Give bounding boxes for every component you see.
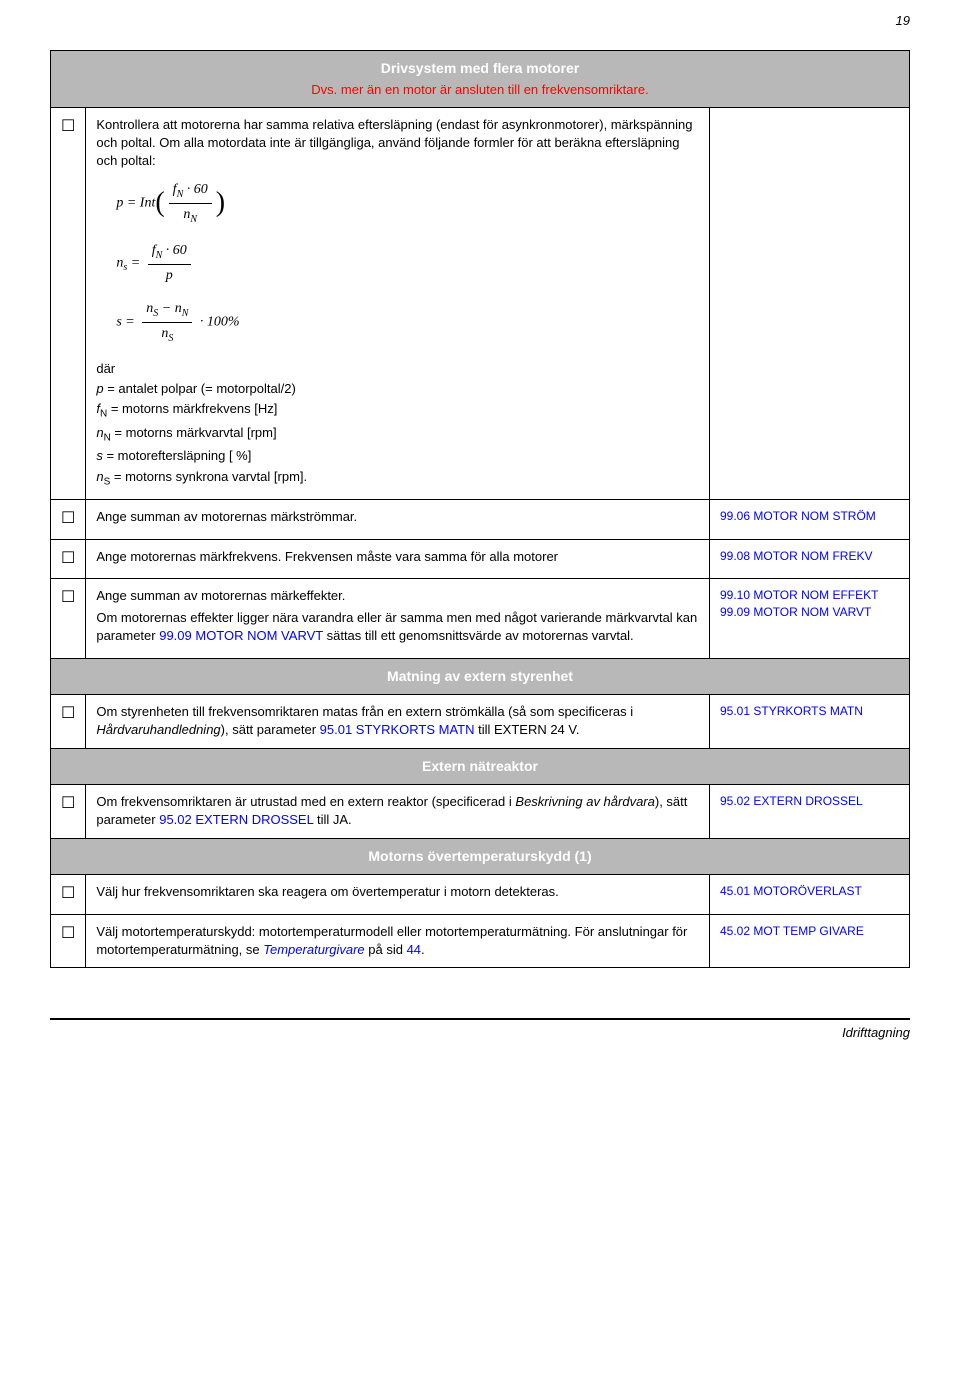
cell-ref: 45.01 MOTORÖVERLAST — [710, 875, 910, 914]
section-title: Matning av extern styrenhet — [61, 667, 899, 687]
cell-content: Ange summan av motorernas märkströmmar. — [86, 500, 710, 539]
section-header-overtemp: Motorns övertemperaturskydd (1) — [51, 838, 910, 875]
cell-ref: 99.10 MOTOR NOM EFFEKT 99.09 MOTOR NOM V… — [710, 579, 910, 659]
formula-s: s = nS − nNnS · 100% — [116, 299, 699, 346]
text: till EXTERN 24 V. — [474, 722, 579, 737]
table-row: ☐ Välj hur frekvensomriktaren ska reager… — [51, 875, 910, 914]
section-title: Drivsystem med flera motorer — [61, 59, 899, 79]
checkbox: ☐ — [51, 500, 86, 539]
table-row: ☐ Välj motortemperaturskydd: motortemper… — [51, 914, 910, 967]
checkbox: ☐ — [51, 875, 86, 914]
def-p: p = antalet polpar (= motorpoltal/2) — [96, 380, 699, 398]
text: sättas till ett genomsnittsvärde av moto… — [323, 628, 634, 643]
cell-content: Om frekvensomriktaren är utrustad med en… — [86, 785, 710, 838]
definitions: där p = antalet polpar (= motorpoltal/2)… — [96, 360, 699, 489]
italic-text: Hårdvaruhandledning — [96, 722, 220, 737]
page-number: 19 — [896, 12, 910, 30]
param-link[interactable]: 99.09 MOTOR NOM VARVT — [159, 628, 323, 643]
cell-ref — [710, 107, 910, 499]
param-link[interactable]: 99.08 MOTOR NOM FREKV — [720, 549, 872, 563]
cell-ref: 95.02 EXTERN DROSSEL — [710, 785, 910, 838]
cell-content: Välj hur frekvensomriktaren ska reagera … — [86, 875, 710, 914]
section-title: Extern nätreaktor — [61, 757, 899, 777]
def-s: s = motoreftersläpning [ %] — [96, 447, 699, 465]
table-row: ☐ Kontrollera att motorerna har samma re… — [51, 107, 910, 499]
param-link[interactable]: 99.09 MOTOR NOM VARVT — [720, 605, 871, 619]
checkbox: ☐ — [51, 785, 86, 838]
cell-ref: 99.06 MOTOR NOM STRÖM — [710, 500, 910, 539]
para: Om motorernas effekter ligger nära varan… — [96, 609, 699, 645]
formula-p: p = Int(fN · 60nN) — [116, 180, 699, 227]
param-link[interactable]: 45.02 MOT TEMP GIVARE — [720, 924, 864, 938]
table-row: ☐ Om styrenheten till frekvensomriktaren… — [51, 695, 910, 748]
content-table: Drivsystem med flera motorer Dvs. mer än… — [50, 50, 910, 968]
section-header-matning: Matning av extern styrenhet — [51, 658, 910, 695]
cell-ref: 45.02 MOT TEMP GIVARE — [710, 914, 910, 967]
footer: Idrifttagning — [50, 1018, 910, 1042]
link[interactable]: Temperaturgivare — [263, 942, 364, 957]
param-link[interactable]: 95.02 EXTERN DROSSEL — [159, 812, 313, 827]
table-row: ☐ Om frekvensomriktaren är utrustad med … — [51, 785, 910, 838]
param-link[interactable]: 99.10 MOTOR NOM EFFEKT — [720, 588, 878, 602]
param-link[interactable]: 95.01 STYRKORTS MATN — [320, 722, 475, 737]
table-row: ☐ Ange motorernas märkfrekvens. Frekvens… — [51, 539, 910, 578]
cell-content: Om styrenheten till frekvensomriktaren m… — [86, 695, 710, 748]
param-link[interactable]: 95.01 STYRKORTS MATN — [720, 704, 863, 718]
def-nn: nN = motorns märkvarvtal [rpm] — [96, 424, 699, 446]
checkbox: ☐ — [51, 579, 86, 659]
para: Ange summan av motorernas märkeffekter. — [96, 587, 699, 605]
text: Om styrenheten till frekvensomriktaren m… — [96, 704, 633, 719]
checkbox: ☐ — [51, 107, 86, 499]
def-ns: nS = motorns synkrona varvtal [rpm]. — [96, 468, 699, 490]
checkbox: ☐ — [51, 914, 86, 967]
section-subtitle: Dvs. mer än en motor är ansluten till en… — [61, 81, 899, 99]
table-row: ☐ Ange summan av motorernas märkeffekter… — [51, 579, 910, 659]
cell-content: Kontrollera att motorerna har samma rela… — [86, 107, 710, 499]
formula-ns: ns = fN · 60p — [116, 241, 699, 285]
page-link[interactable]: 44 — [407, 942, 421, 957]
def-dar: där — [96, 360, 699, 378]
intro-text: Kontrollera att motorerna har samma rela… — [96, 116, 699, 171]
checkbox: ☐ — [51, 695, 86, 748]
section-header-drivsystem: Drivsystem med flera motorer Dvs. mer än… — [51, 51, 910, 108]
text: Om frekvensomriktaren är utrustad med en… — [96, 794, 515, 809]
cell-content: Ange summan av motorernas märkeffekter. … — [86, 579, 710, 659]
cell-content: Ange motorernas märkfrekvens. Frekvensen… — [86, 539, 710, 578]
def-fn: fN = motorns märkfrekvens [Hz] — [96, 400, 699, 422]
param-link[interactable]: 99.06 MOTOR NOM STRÖM — [720, 509, 876, 523]
cell-content: Välj motortemperaturskydd: motortemperat… — [86, 914, 710, 967]
cell-ref: 99.08 MOTOR NOM FREKV — [710, 539, 910, 578]
param-link[interactable]: 45.01 MOTORÖVERLAST — [720, 884, 862, 898]
italic-text: Beskrivning av hårdvara — [515, 794, 654, 809]
section-header-reaktor: Extern nätreaktor — [51, 748, 910, 785]
param-link[interactable]: 95.02 EXTERN DROSSEL — [720, 794, 863, 808]
text: på sid — [365, 942, 407, 957]
text: . — [421, 942, 425, 957]
text: ), sätt parameter — [221, 722, 320, 737]
checkbox: ☐ — [51, 539, 86, 578]
cell-ref: 95.01 STYRKORTS MATN — [710, 695, 910, 748]
text: till JA. — [313, 812, 351, 827]
table-row: ☐ Ange summan av motorernas märkströmmar… — [51, 500, 910, 539]
section-title: Motorns övertemperaturskydd (1) — [61, 847, 899, 867]
